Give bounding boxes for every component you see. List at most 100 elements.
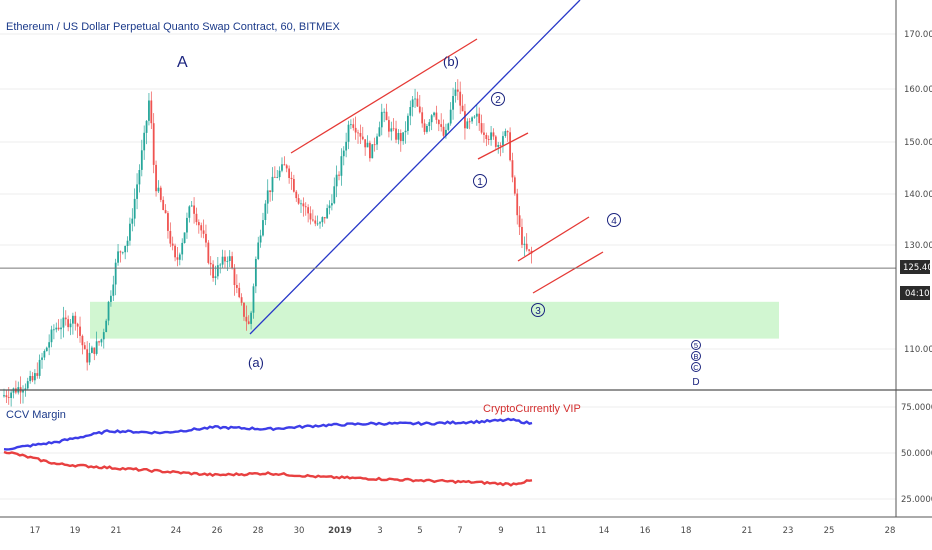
candle-body (388, 120, 390, 132)
candle-body (276, 177, 279, 178)
candle-body (309, 213, 312, 220)
wave-label-3: 3 (535, 306, 541, 317)
candle-body (41, 357, 43, 360)
candle-body (395, 128, 397, 140)
candle-body (509, 132, 511, 161)
y-tick-130: 130.00 (904, 241, 932, 251)
countdown-value: 04:10 (905, 289, 930, 299)
candle-body (445, 129, 447, 136)
candle-body (525, 243, 528, 250)
candle-body (57, 327, 60, 330)
indicator-watermark: CryptoCurrently VIP (483, 403, 581, 415)
wave-label-b: (b) (443, 54, 459, 69)
candle-body (459, 91, 462, 106)
candle-body (490, 132, 492, 140)
candle-body (471, 117, 473, 122)
candle-body (440, 124, 443, 127)
candle-body (159, 187, 162, 200)
candle-body (33, 373, 36, 381)
candle-body (359, 133, 362, 137)
candle-body (72, 315, 74, 324)
candle-body (340, 156, 343, 176)
candle-body (150, 100, 153, 124)
candle-body (452, 96, 454, 110)
candle-body (521, 227, 523, 245)
candle-body (152, 123, 155, 165)
candle-body (328, 205, 331, 209)
candle-body (174, 245, 176, 258)
candle-body (259, 235, 262, 243)
indicator-grid (0, 406, 896, 500)
candle-body (221, 256, 224, 265)
candle-body (411, 99, 414, 108)
x-tick-19: 19 (70, 526, 81, 536)
candle-body (333, 186, 336, 204)
wave-circle-B (691, 351, 701, 361)
candle-body (50, 329, 53, 343)
candle-body (297, 198, 300, 204)
candle-body (243, 302, 245, 317)
candle-body (321, 217, 324, 223)
candle-body (366, 142, 369, 148)
candle-body (345, 141, 348, 151)
candle-body (183, 232, 186, 243)
candle-body (311, 219, 314, 221)
candle-body (357, 132, 359, 134)
candle-body (278, 170, 281, 178)
candle-body (369, 142, 371, 159)
wave-circle-2 (491, 92, 505, 106)
channel-upper-line (290, 38, 478, 154)
y-tick-110: 110.00 (904, 345, 932, 355)
candle-body (7, 397, 10, 398)
candle-body (5, 395, 8, 398)
candle-body (392, 128, 395, 130)
candle-body (494, 136, 497, 147)
candle-body (447, 123, 450, 130)
candle-body (323, 217, 326, 219)
candle-body (164, 210, 167, 214)
candle-body (513, 177, 516, 194)
wave-circle-3 (531, 303, 545, 317)
candle-body (138, 170, 141, 185)
candle-body (131, 218, 134, 224)
x-tick-28: 28 (253, 526, 264, 536)
candle-body (178, 254, 181, 260)
candle-body (145, 120, 148, 133)
wave-label-C: C (693, 363, 699, 372)
y-tick-150: 150.00 (904, 138, 932, 148)
candle-body (79, 326, 81, 336)
wave-label-2: 2 (495, 95, 501, 106)
candle-body (421, 112, 424, 124)
candle-body (110, 295, 112, 302)
candle-body (117, 251, 119, 263)
candle-body (361, 136, 364, 140)
candle-body (140, 150, 143, 170)
candle-body (523, 243, 526, 245)
x-tick-21b: 21 (742, 526, 753, 536)
candle-body (29, 376, 32, 382)
candle-body (48, 342, 51, 348)
candle-body (100, 339, 103, 343)
candle-body (449, 109, 452, 124)
candle-body (383, 111, 386, 113)
countdown-badge (900, 286, 930, 300)
candle-body (214, 276, 217, 278)
candle-body (26, 381, 29, 389)
channel-small-flag (477, 132, 529, 160)
y-tick-160: 160.00 (904, 85, 932, 95)
candle-body (475, 113, 478, 117)
candle-body (485, 135, 488, 139)
candle-body (188, 206, 191, 218)
candle-body (36, 373, 39, 376)
candle-body (162, 199, 165, 210)
candle-body (247, 321, 250, 324)
candle-body (74, 315, 77, 324)
ind-y-tick-75: 75.0000 (901, 403, 932, 413)
x-tick-24: 24 (171, 526, 182, 536)
x-tick-23: 23 (783, 526, 794, 536)
candle-body (254, 259, 257, 287)
candle-body (245, 316, 248, 322)
candle-body (202, 230, 205, 234)
candle-body (129, 223, 131, 241)
